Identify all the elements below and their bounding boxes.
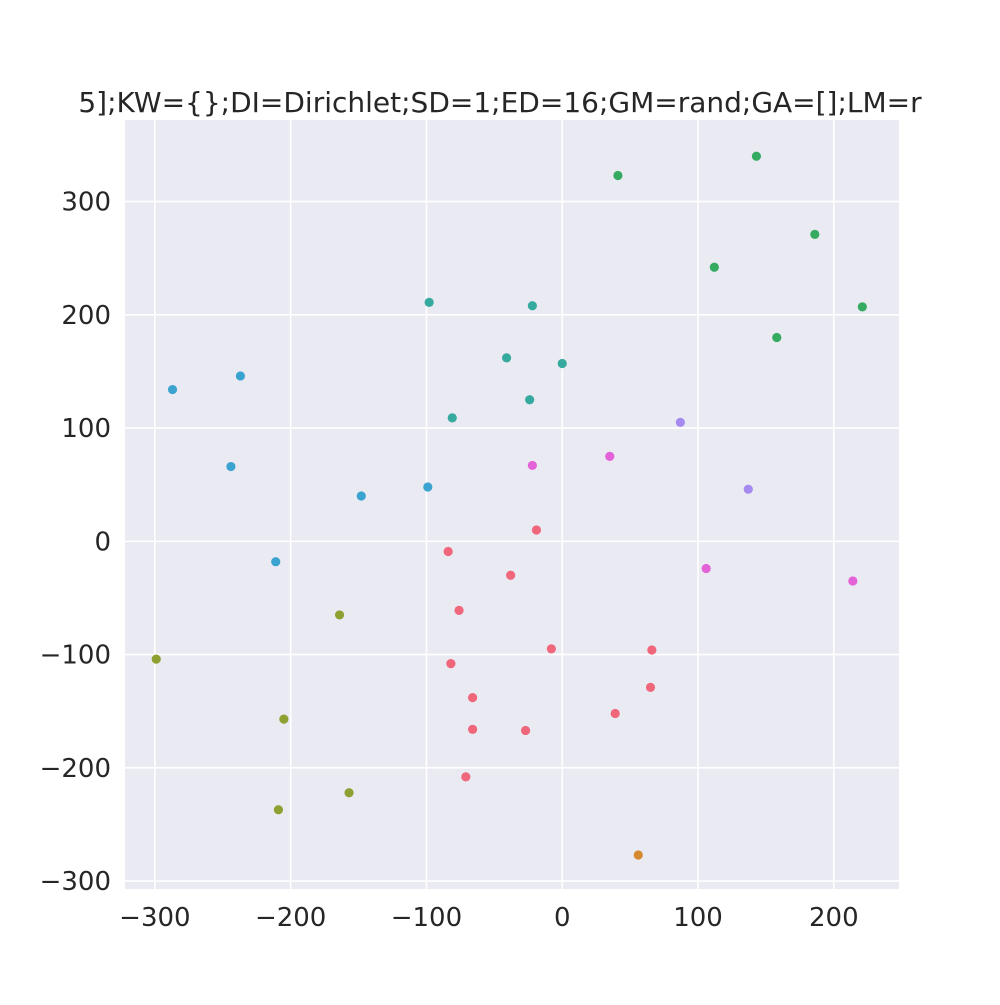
plot-area <box>125 120 899 889</box>
scatter-point <box>334 610 345 620</box>
scatter-point <box>468 692 478 703</box>
scatter-point <box>468 724 478 734</box>
x-tick-label: 200 <box>809 903 859 933</box>
scatter-point <box>645 682 656 693</box>
scatter-point <box>557 358 567 369</box>
y-tick-label: 0 <box>94 527 111 557</box>
scatter-point <box>506 570 516 580</box>
scatter-point <box>461 772 471 782</box>
scatter-point <box>520 725 531 736</box>
x-tick-label: 100 <box>673 903 723 933</box>
data-points <box>151 151 867 860</box>
scatter-point <box>226 461 236 472</box>
y-axis-ticks: −300 −200 −100 0 100 200 300 <box>40 188 111 898</box>
y-tick-label: 100 <box>61 414 111 444</box>
scatter-point <box>446 659 456 669</box>
scatter-point <box>525 395 535 405</box>
scatter-point <box>527 301 537 311</box>
y-tick-label: −200 <box>40 754 111 784</box>
y-tick-label: −300 <box>40 867 111 897</box>
scatter-point <box>501 353 512 363</box>
scatter-point <box>772 332 782 343</box>
scatter-point <box>613 170 623 181</box>
scatter-point <box>443 546 453 557</box>
scatter-point <box>527 460 537 471</box>
scatter-point <box>531 525 542 535</box>
scatter-point <box>447 413 457 423</box>
scatter-point <box>751 151 762 161</box>
scatter-point <box>167 384 178 395</box>
x-tick-label: −200 <box>255 903 326 933</box>
scatter-point <box>633 850 643 860</box>
scatter-point <box>356 491 366 501</box>
scatter-point <box>610 708 620 719</box>
grid-lines <box>125 120 899 889</box>
x-tick-label: −300 <box>119 903 190 933</box>
scatter-point <box>424 297 434 307</box>
scatter-point <box>743 484 753 494</box>
scatter-point <box>857 302 867 312</box>
x-axis-ticks: −300 −200 −100 0 100 200 <box>119 903 858 933</box>
scatter-point <box>279 714 289 724</box>
scatter-point <box>848 576 858 586</box>
scatter-point <box>701 563 711 574</box>
y-tick-label: −100 <box>40 641 111 671</box>
scatter-point <box>344 788 354 798</box>
y-tick-label: 300 <box>61 188 111 218</box>
scatter-point <box>709 262 719 272</box>
chart-title: 5];KW={};DI=Dirichlet;SD=1;ED=16;GM=rand… <box>78 86 922 119</box>
y-tick-label: 200 <box>61 301 111 331</box>
x-tick-label: 0 <box>554 903 571 933</box>
scatter-point <box>454 605 464 615</box>
scatter-point <box>151 654 161 664</box>
scatter-point <box>810 229 820 239</box>
scatter-point <box>546 644 556 654</box>
scatter-point <box>273 805 284 815</box>
scatter-point <box>235 371 246 381</box>
scatter-point <box>675 417 685 427</box>
scatter-point <box>423 482 433 492</box>
scatter-point <box>647 645 657 655</box>
scatter-point <box>605 451 615 461</box>
x-tick-label: −100 <box>391 903 462 933</box>
scatter-point <box>271 557 281 567</box>
